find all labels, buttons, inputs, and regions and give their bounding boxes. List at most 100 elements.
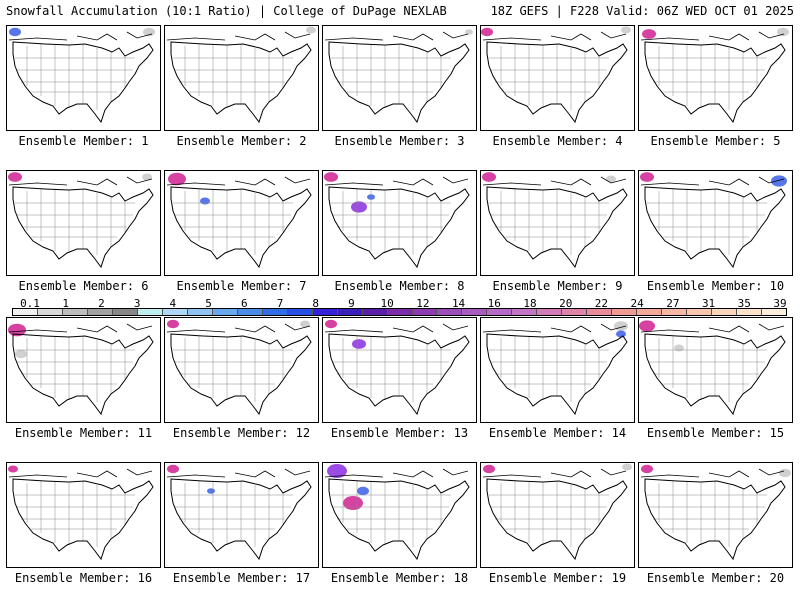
- ensemble-member-label: Ensemble Member: 1: [18, 134, 149, 148]
- colorbar-tick-label: 0.1: [20, 297, 40, 310]
- colorbar-swatch: [687, 309, 713, 315]
- us-map: [166, 172, 312, 269]
- us-outline: [170, 478, 312, 561]
- colorbar-tick-label: 20: [559, 297, 573, 310]
- colorbar-tick-label: 1: [62, 297, 70, 310]
- us-outline: [644, 478, 786, 561]
- colorbar-swatch: [37, 309, 63, 315]
- ensemble-member-map: [6, 170, 161, 276]
- colorbar-swatch: [13, 309, 38, 315]
- ensemble-member-map: [322, 170, 477, 276]
- canada-coastline: [640, 176, 785, 186]
- canada-coastline: [640, 323, 785, 333]
- colorbar-swatch: [212, 309, 238, 315]
- colorbar-swatch: [712, 309, 738, 315]
- canada-coastline: [166, 468, 311, 478]
- snowfall-area: [9, 27, 21, 37]
- snowfall-area: [343, 496, 363, 510]
- ensemble-member-map: [480, 462, 635, 568]
- ensemble-member-map: [6, 25, 161, 131]
- ensemble-member-map: [638, 317, 793, 423]
- us-outline: [328, 478, 470, 561]
- colorbar-tick-label: 4: [169, 297, 177, 310]
- snowfall-area: [777, 27, 789, 37]
- us-outline: [486, 333, 628, 416]
- colorbar-swatch: [537, 309, 563, 315]
- snowfall-area: [8, 323, 26, 337]
- snowfall-area: [8, 172, 22, 182]
- colorbar-tick-label: 6: [240, 297, 248, 310]
- snowfall-area: [167, 319, 179, 329]
- us-map: [482, 321, 628, 416]
- colorbar-tick-label: 18: [523, 297, 537, 310]
- ensemble-member-map: [638, 462, 793, 568]
- colorbar-swatch: [737, 309, 763, 315]
- colorbar-tick-label: 5: [205, 297, 212, 310]
- ensemble-member-map: [164, 462, 319, 568]
- us-map: [481, 26, 631, 124]
- canada-coastline: [166, 323, 311, 333]
- colorbar-swatch: [362, 309, 388, 315]
- ensemble-member-map: [480, 317, 635, 423]
- snowfall-area: [327, 464, 347, 478]
- us-outline: [644, 333, 786, 416]
- colorbar-swatch: [237, 309, 263, 315]
- ensemble-member-label: Ensemble Member: 7: [176, 279, 307, 293]
- us-map: [324, 172, 470, 269]
- colorbar-swatch: [262, 309, 288, 315]
- us-outline: [644, 41, 786, 124]
- canada-coastline: [166, 176, 311, 186]
- us-map: [640, 464, 791, 561]
- colorbar-tick-label: 31: [701, 297, 716, 310]
- us-map: [324, 29, 473, 124]
- snowfall-area: [622, 463, 632, 471]
- ensemble-member-map: [164, 25, 319, 131]
- us-outline: [170, 333, 312, 416]
- snowfall-area: [639, 320, 655, 332]
- us-map: [482, 463, 632, 561]
- colorbar-swatch: [112, 309, 138, 315]
- ensemble-member-label: Ensemble Member: 4: [492, 134, 623, 148]
- canada-coastline: [324, 176, 469, 186]
- ensemble-member-label: Ensemble Member: 3: [334, 134, 465, 148]
- colorbar-legend: 0.1 1 2 3 4 5 6 7 8 9 10 12 14 16 18 20 22 24 27 31 35 39: [12, 297, 787, 317]
- snowfall-area: [616, 330, 626, 338]
- colorbar-swatch: [512, 309, 538, 315]
- ensemble-member-label: Ensemble Member: 15: [646, 426, 785, 440]
- canada-coastline: [482, 323, 627, 333]
- ensemble-member-label: Ensemble Member: 12: [172, 426, 311, 440]
- colorbar-tick-label: 24: [630, 297, 644, 310]
- us-outline: [12, 186, 154, 269]
- us-outline: [12, 478, 154, 561]
- ensemble-member-map: [164, 317, 319, 423]
- us-outline: [170, 186, 312, 269]
- us-map: [639, 320, 786, 416]
- snowfall-area: [167, 464, 179, 474]
- us-outline: [170, 41, 312, 124]
- ensemble-member-label: Ensemble Member: 6: [18, 279, 149, 293]
- canada-coastline: [8, 176, 153, 186]
- us-outline: [486, 186, 628, 269]
- us-map: [324, 319, 470, 416]
- snowfall-area: [325, 319, 337, 329]
- us-map: [8, 27, 155, 124]
- canada-coastline: [8, 31, 153, 41]
- us-outline: [486, 41, 628, 124]
- us-outline: [328, 41, 470, 124]
- canada-coastline: [482, 468, 627, 478]
- colorbar-tick-label: 22: [594, 297, 609, 310]
- snowfall-area: [324, 172, 338, 182]
- snowfall-area: [481, 27, 493, 37]
- snowfall-area: [779, 468, 791, 478]
- colorbar-tick-label: 27: [666, 297, 680, 310]
- colorbar-swatch: [62, 309, 88, 315]
- colorbar-tick-label: 9: [348, 297, 355, 310]
- ensemble-member-map: [480, 25, 635, 131]
- colorbar-swatch: [562, 309, 588, 315]
- snowfall-area: [142, 173, 152, 181]
- ensemble-member-label: Ensemble Member: 11: [14, 426, 153, 440]
- colorbar-swatch: [137, 309, 163, 315]
- ensemble-member-label: Ensemble Member: 19: [488, 571, 627, 585]
- canada-coastline: [166, 31, 311, 41]
- ensemble-member-label: Ensemble Member: 16: [14, 571, 153, 585]
